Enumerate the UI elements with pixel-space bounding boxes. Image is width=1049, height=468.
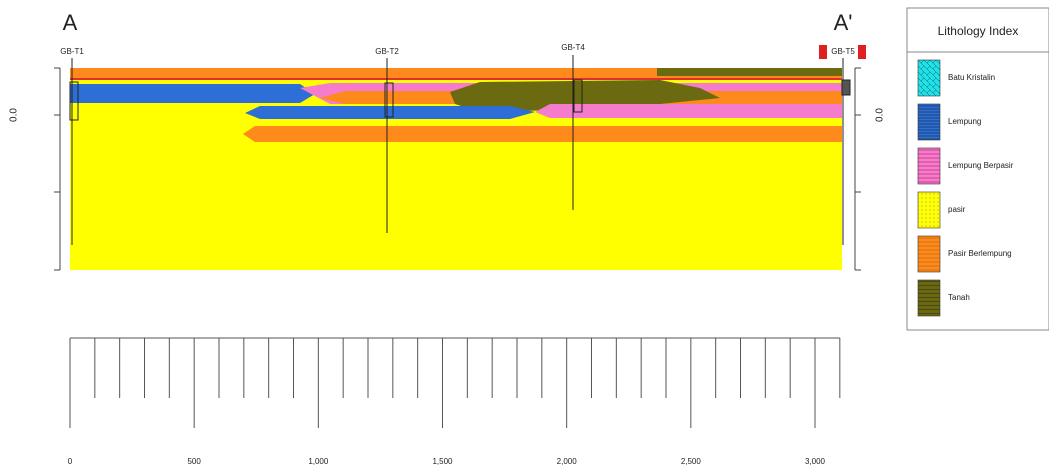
legend-swatch [918, 280, 940, 316]
legend-swatch [918, 236, 940, 272]
borehole-label: GB-T1 [60, 47, 84, 56]
legend-swatch [918, 60, 940, 96]
layer-tanah-top [657, 68, 842, 76]
elevation-label: 0.0 [9, 108, 20, 122]
layer-pasir-berlempung-2 [243, 126, 842, 142]
legend-label: Lempung [948, 117, 981, 126]
layer-lempung [70, 84, 315, 103]
scale-label: 2,000 [557, 457, 578, 466]
legend-label: Lempung Berpasir [948, 161, 1014, 170]
scale-label: 2,500 [681, 457, 702, 466]
legend-label: Pasir Berlempung [948, 249, 1012, 258]
cross-section: A A' 0.0 0.0 GB-T1 GB-T2 GB-T4 GB-T5 Lit… [0, 0, 1049, 468]
borehole-label: GB-T4 [561, 43, 585, 52]
borehole-label: GB-T5 [831, 47, 855, 56]
legend-label: Tanah [948, 293, 970, 302]
scale-label: 0 [68, 457, 73, 466]
scale-label: 1,000 [308, 457, 329, 466]
section-start: A [63, 10, 78, 35]
left-axis [54, 68, 60, 270]
right-axis [855, 68, 861, 270]
legend-label: pasir [948, 205, 966, 214]
scale-label: 500 [187, 457, 201, 466]
scale-label: 3,000 [805, 457, 826, 466]
marker [819, 45, 827, 59]
legend-title: Lithology Index [938, 24, 1019, 38]
layers [70, 68, 842, 270]
borehole-label: GB-T2 [375, 47, 399, 56]
borehole-log [842, 80, 850, 95]
page: {"section": {"start_label": "A", "end_la… [0, 0, 1049, 468]
marker [858, 45, 866, 59]
section-end: A' [834, 10, 853, 35]
legend-swatch [918, 148, 940, 184]
legend-swatch [918, 192, 940, 228]
scale-bar: 0 500 1,000 1,500 2,000 2,500 3,000 [68, 338, 840, 466]
elevation-label: 0.0 [875, 108, 886, 122]
scale-label: 1,500 [432, 457, 453, 466]
legend-swatch [918, 104, 940, 140]
legend-label: Batu Kristalin [948, 73, 995, 82]
layer-lempung-berpasir-2 [535, 104, 842, 118]
